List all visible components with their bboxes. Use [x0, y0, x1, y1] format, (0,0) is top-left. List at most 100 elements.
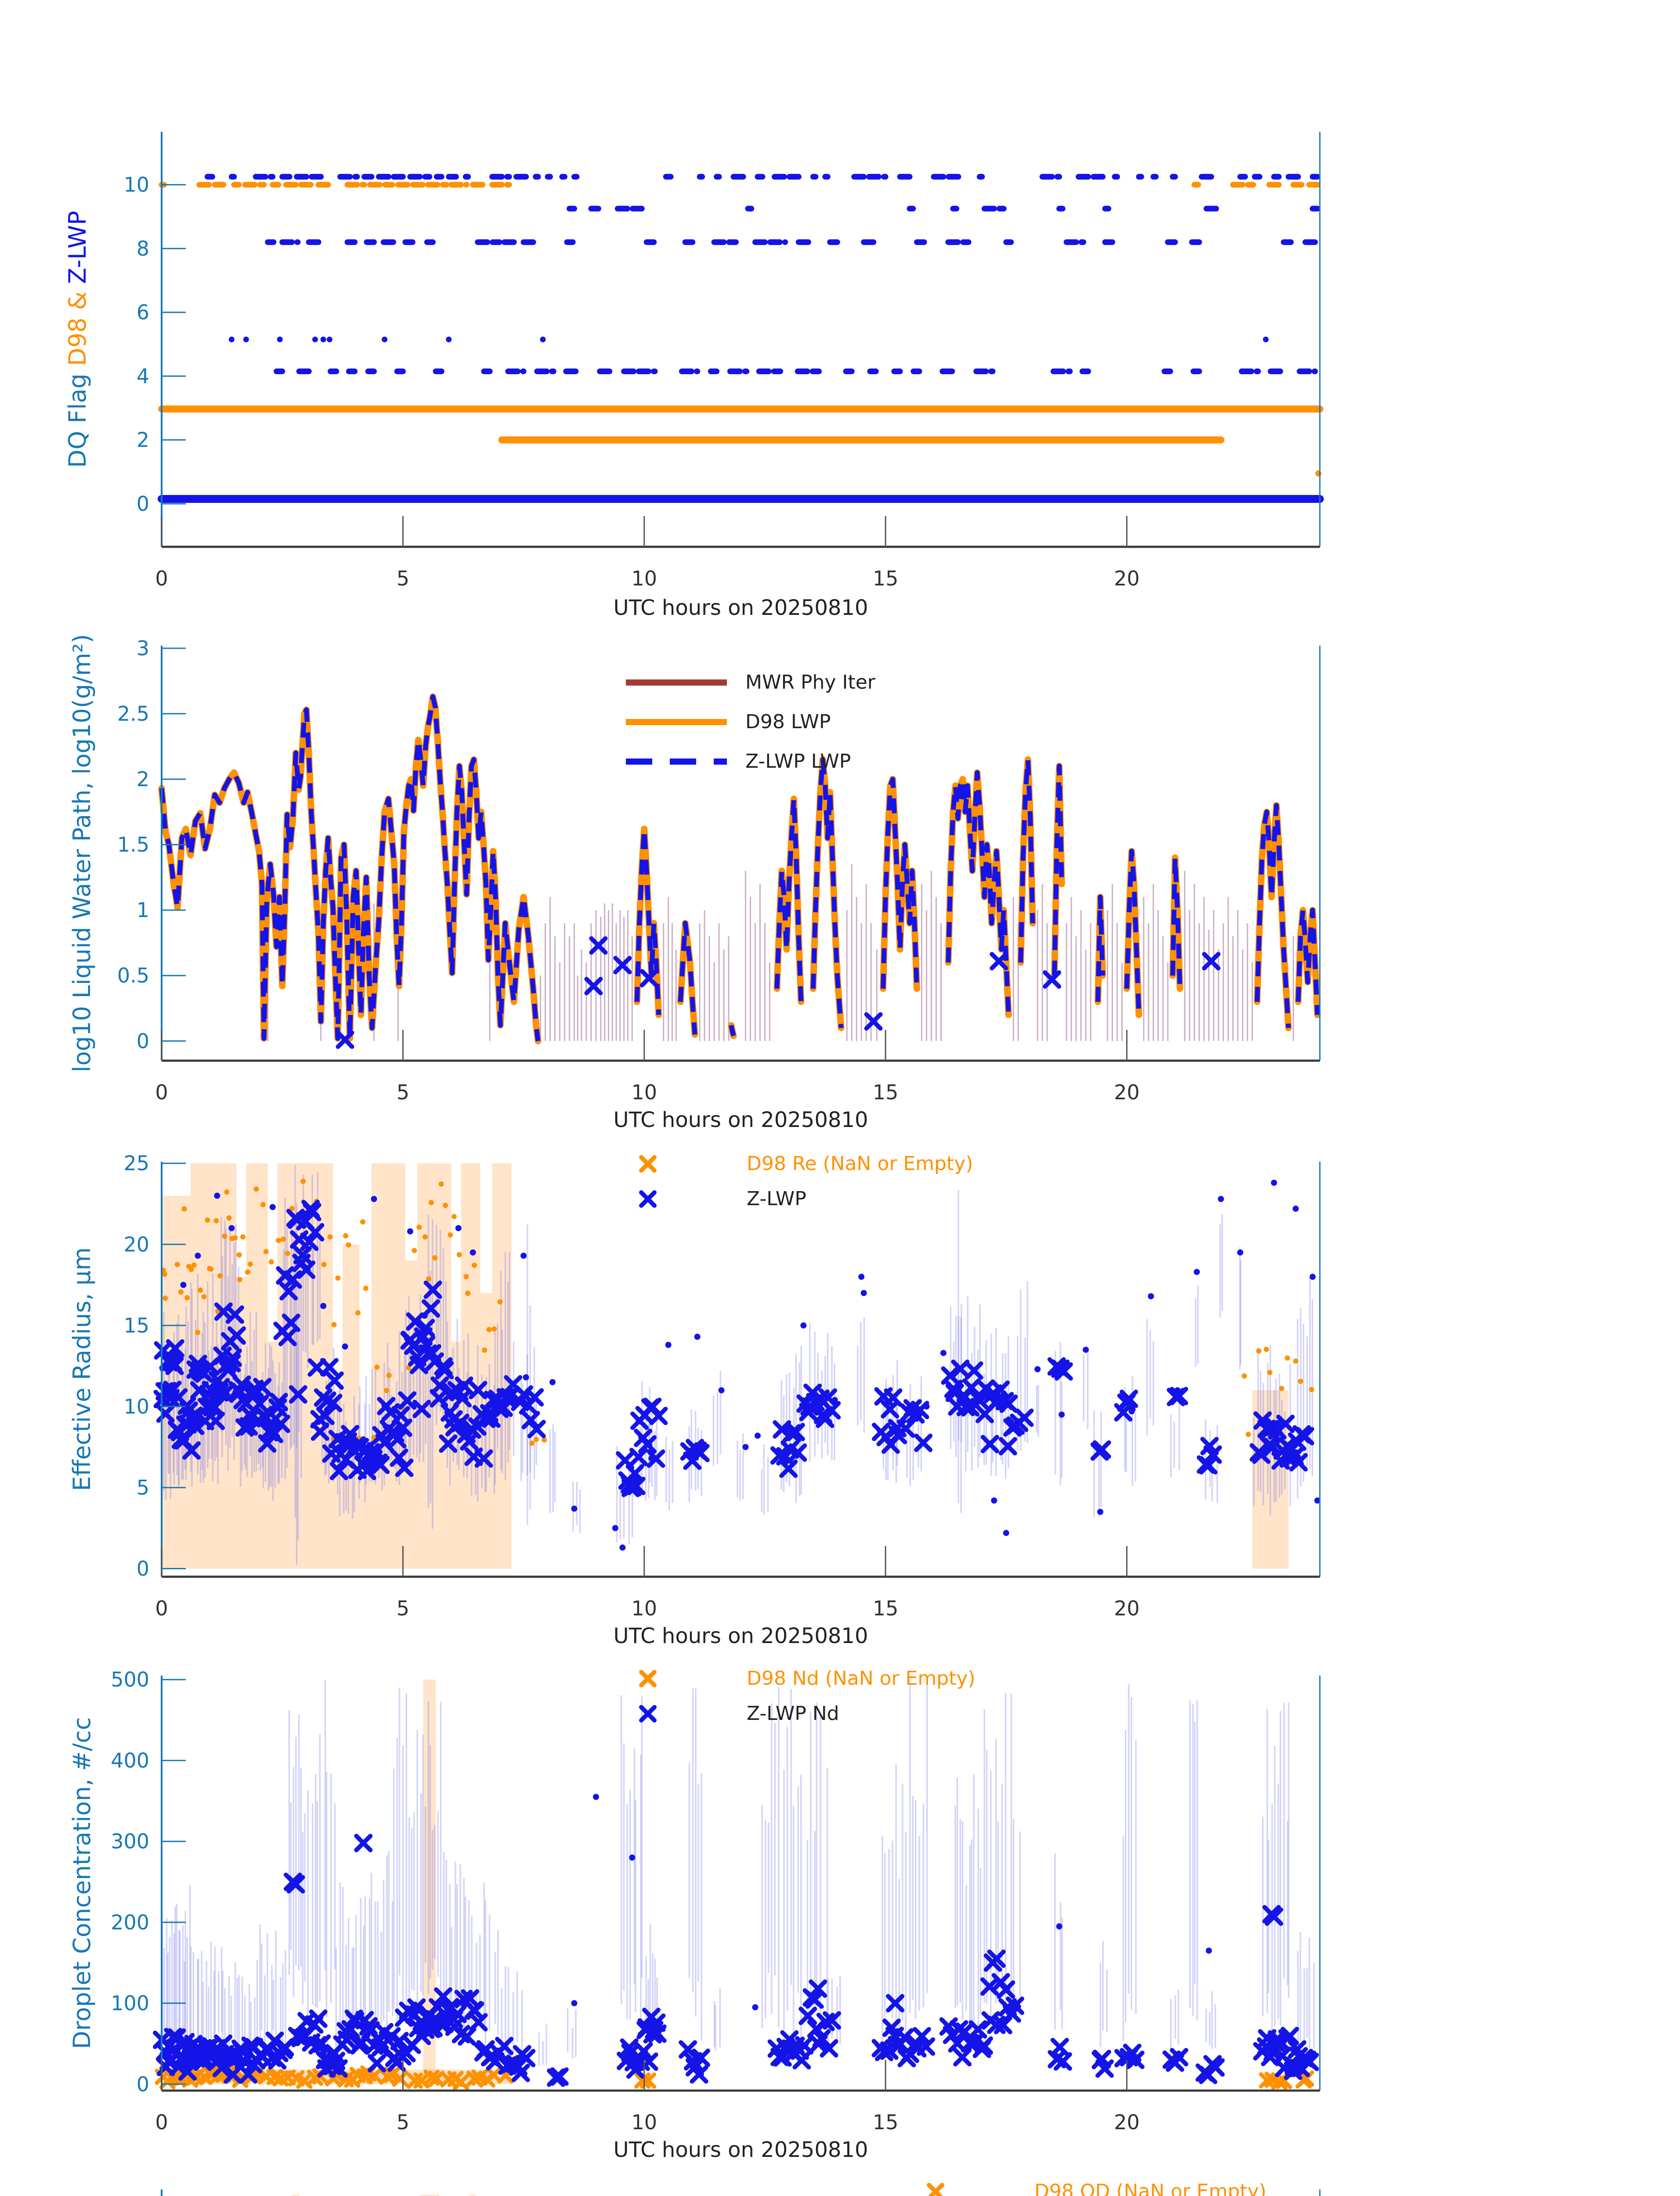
axes-droplet-concentration: 0 100 200 300 400 500 0 5 10 15 20 UTC hours on 202…: [111, 1668, 1321, 2162]
zlwp-dot: [371, 1196, 377, 1202]
errorbar-band: [1189, 1700, 1198, 2020]
series-zlwp-markers: [288, 2009, 328, 2055]
series-zlwp-markers: [444, 1989, 488, 2046]
errorbar-band: [302, 1774, 317, 2019]
series-d98-markers: [1259, 2071, 1292, 2090]
flag-point: [1315, 470, 1322, 477]
legend-effective-radius: D98 Re (NaN or Empty) Z-LWP: [639, 1152, 973, 1210]
series-zlwp-markers: [1047, 1357, 1073, 1381]
zlwp-dot: [752, 2004, 759, 2011]
zlwp-dot: [407, 1228, 413, 1235]
series-zlwp-markers: [1048, 2037, 1072, 2071]
series-zlwp-markers: [617, 2038, 653, 2079]
legend-optical-depth: D98 OD (NaN or Empty)Z-LWP Nd: [927, 2180, 1266, 2196]
subplot-effective-radius: 0 5 10 15 20 25 0 5 10 15 20 UTC hours on 20250810 E…: [68, 1152, 1321, 1648]
errorbar-band: [761, 1444, 769, 1515]
series-zlwp-markers: [897, 2027, 936, 2068]
y-axis-title: Effective Radius, μm: [68, 1247, 96, 1491]
errorbar-band: [549, 1424, 556, 1513]
series-zlwp-markers: [871, 2019, 914, 2062]
zlwp-dot: [831, 1397, 838, 1403]
y-tick-label: 500: [111, 1668, 149, 1691]
series-d98-markers: [329, 2065, 376, 2088]
series-zlwp-markers: [767, 2030, 811, 2070]
y-tick-label: 2.5: [117, 702, 149, 726]
errorbar-band: [1146, 1319, 1154, 1436]
errorbar-band: [665, 1436, 674, 1510]
series-zlwp-markers: [215, 2036, 266, 2084]
zlwp-dot: [571, 2000, 578, 2007]
y-axis-title: Droplet Concentration, #/cc: [68, 1717, 96, 2049]
y-tick-label: 300: [111, 1830, 149, 1853]
series-d98-markers: [634, 2072, 657, 2089]
legend-lwp: MWR Phy Iter D98 LWP Z-LWP LWP: [626, 671, 876, 773]
x-axis-title: UTC hours on 20250810: [614, 1108, 868, 1132]
series-zlwp-markers: [1162, 2048, 1189, 2072]
y-tick-label: 2: [137, 428, 149, 452]
zlwp-dot: [612, 1525, 618, 1531]
series-zlwp-markers: [1090, 1440, 1111, 1461]
series-zlwp-markers: [896, 1399, 933, 1452]
series-zlwp-markers: [680, 1439, 710, 1470]
errorbar-band: [712, 1371, 722, 1466]
errorbar-band: [1093, 1410, 1102, 1518]
errorbar-band: [1054, 1853, 1063, 2030]
zlwp-dot: [214, 1192, 220, 1199]
errorbar-band: [902, 1681, 928, 2033]
series-zlwp-markers: [1114, 2044, 1145, 2070]
legend-label: D98 Re (NaN or Empty): [747, 1152, 973, 1175]
zlwp-dot: [858, 1274, 865, 1280]
y-tick-label: 5: [137, 1476, 149, 1499]
series-zlwp-markers: [636, 2008, 667, 2071]
zlwp-dot: [455, 1225, 462, 1232]
zlwp-dot: [629, 1854, 636, 1861]
x-tick-label: 20: [1114, 567, 1140, 590]
subplot-optical-depth: 05101520253035404505101520UTC hours on 2…: [161, 2180, 1321, 2196]
y-tick-label: 0.5: [117, 964, 149, 987]
zlwp-dot: [421, 1312, 428, 1319]
y-tick-label: 15: [123, 1314, 149, 1337]
zlwp-dot: [991, 1497, 997, 1504]
envelope-fill: [419, 2195, 439, 2196]
errorbar-band: [1297, 1932, 1315, 2052]
errorbar-band: [1205, 1991, 1216, 2049]
errorbar-band: [1239, 1247, 1242, 1369]
zlwp-dot: [800, 1322, 807, 1329]
zlwp-dot: [269, 1204, 276, 1210]
errorbar-band: [393, 1688, 422, 2026]
series-zlwp-markers: [630, 1398, 668, 1468]
zlwp-dot: [228, 1225, 235, 1232]
series-zlwp-markers: [975, 1379, 1018, 1456]
zlwp-dot: [180, 1282, 187, 1288]
errorbar-band: [1219, 1214, 1223, 1318]
y-tick-label: 400: [111, 1748, 149, 1772]
y-tick-label: 3: [137, 636, 149, 660]
series-zlwp-markers: [254, 1393, 290, 1453]
errorbar-band: [737, 1434, 744, 1501]
x-tick-label: 15: [873, 2110, 899, 2134]
series-d98-markers: [366, 2066, 445, 2089]
x-axis-title: UTC hours on 20250810: [614, 1624, 868, 1648]
series-zlwp-markers: [1003, 1408, 1034, 1437]
axes-dq-flag: 0 2 4 6 8 10 0 5 10 15 20 UTC hours on 20250810: [123, 132, 1321, 620]
errorbar-band: [527, 1224, 531, 1525]
zlwp-dot: [1059, 1411, 1065, 1418]
legend-droplet-concentration: D98 Nd (NaN or Empty) Z-LWP Nd: [639, 1667, 975, 1725]
errorbar-band: [1036, 1384, 1039, 1437]
x-tick-label: 5: [397, 1596, 409, 1620]
errorbar-band: [1122, 1684, 1137, 2041]
errorbar-band: [1099, 1940, 1108, 2048]
x-tick-label: 0: [155, 1080, 168, 1104]
series-zlwp-markers: [511, 1385, 546, 1438]
errorbar-band: [954, 1774, 982, 2038]
series-zlwp-markers: [1253, 2026, 1299, 2077]
zlwp-dot: [665, 1342, 672, 1348]
zlwp-dot: [342, 1343, 348, 1350]
errorbar-band: [857, 1318, 865, 1433]
errorbar-band: [882, 1764, 900, 2043]
legend-label: D98 Nd (NaN or Empty): [747, 1667, 975, 1690]
series-d98-markers: [412, 1181, 462, 1282]
zlwp-dot: [523, 1374, 529, 1380]
series-d98-markers: [529, 1437, 547, 1446]
zlwp-dot: [1003, 1530, 1009, 1536]
